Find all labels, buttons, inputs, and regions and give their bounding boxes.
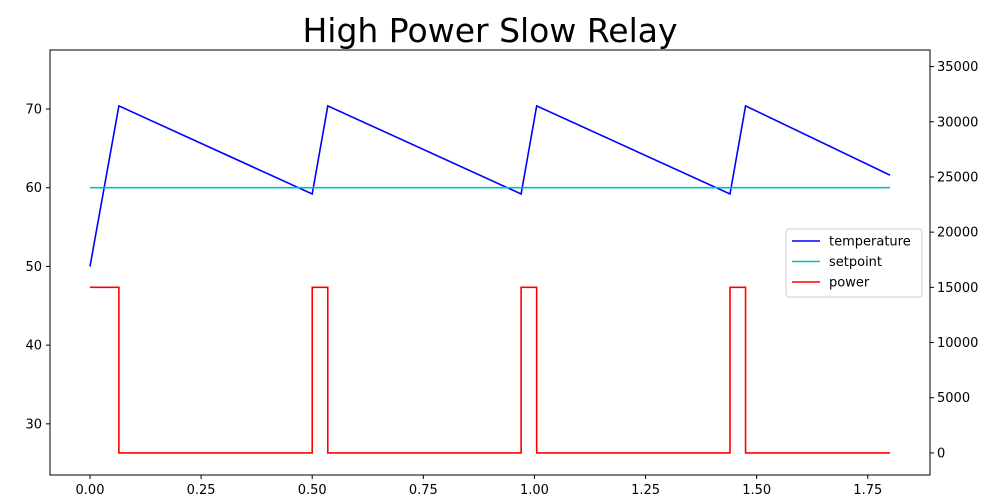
legend-box	[785, 228, 923, 298]
y-right-tick-label: 30000	[937, 115, 978, 130]
y-left-tick-label: 40	[25, 339, 42, 354]
y-right-tick-label: 25000	[937, 170, 978, 185]
y-right-tick-label: 0	[937, 446, 945, 461]
x-tick-label: 1.00	[520, 483, 549, 498]
x-tick-label: 0.25	[187, 483, 216, 498]
y-right-tick-label: 5000	[937, 391, 970, 406]
y-left-tick-label: 70	[25, 103, 42, 118]
y-right-tick-label: 35000	[937, 60, 978, 75]
x-tick-label: 1.75	[853, 483, 882, 498]
y-right-tick-label: 20000	[937, 226, 978, 241]
y-axis-right: 0 5000 10000 15000 20000 25000 30000 35000	[930, 60, 978, 461]
legend-label-power: power	[829, 276, 870, 291]
y-right-tick-label: 10000	[937, 336, 978, 351]
x-tick-label: 0.50	[298, 483, 327, 498]
series-line-temperature	[89, 104, 891, 267]
y-left-tick-label: 30	[25, 417, 42, 432]
plot-marks	[89, 104, 891, 454]
plot-frame	[49, 49, 931, 476]
x-tick-label: 0.00	[76, 483, 105, 498]
y-left-tick-label: 60	[25, 181, 42, 196]
chart-title: High Power Slow Relay	[302, 11, 677, 50]
series-line-power	[90, 286, 890, 454]
y-left-tick-label: 50	[25, 260, 42, 275]
x-axis: 0.00 0.25 0.50 0.75 1.00 1.25 1.50 1.75	[76, 475, 882, 498]
legend: temperature setpoint power	[785, 228, 923, 298]
y-right-tick-label: 15000	[937, 281, 978, 296]
legend-label-setpoint: setpoint	[829, 255, 882, 270]
legend-label-temperature: temperature	[829, 235, 911, 250]
x-tick-label: 1.50	[742, 483, 771, 498]
y-axis-left: 30 40 50 60 70	[25, 103, 50, 432]
x-tick-label: 0.75	[409, 483, 438, 498]
x-tick-label: 1.25	[631, 483, 660, 498]
